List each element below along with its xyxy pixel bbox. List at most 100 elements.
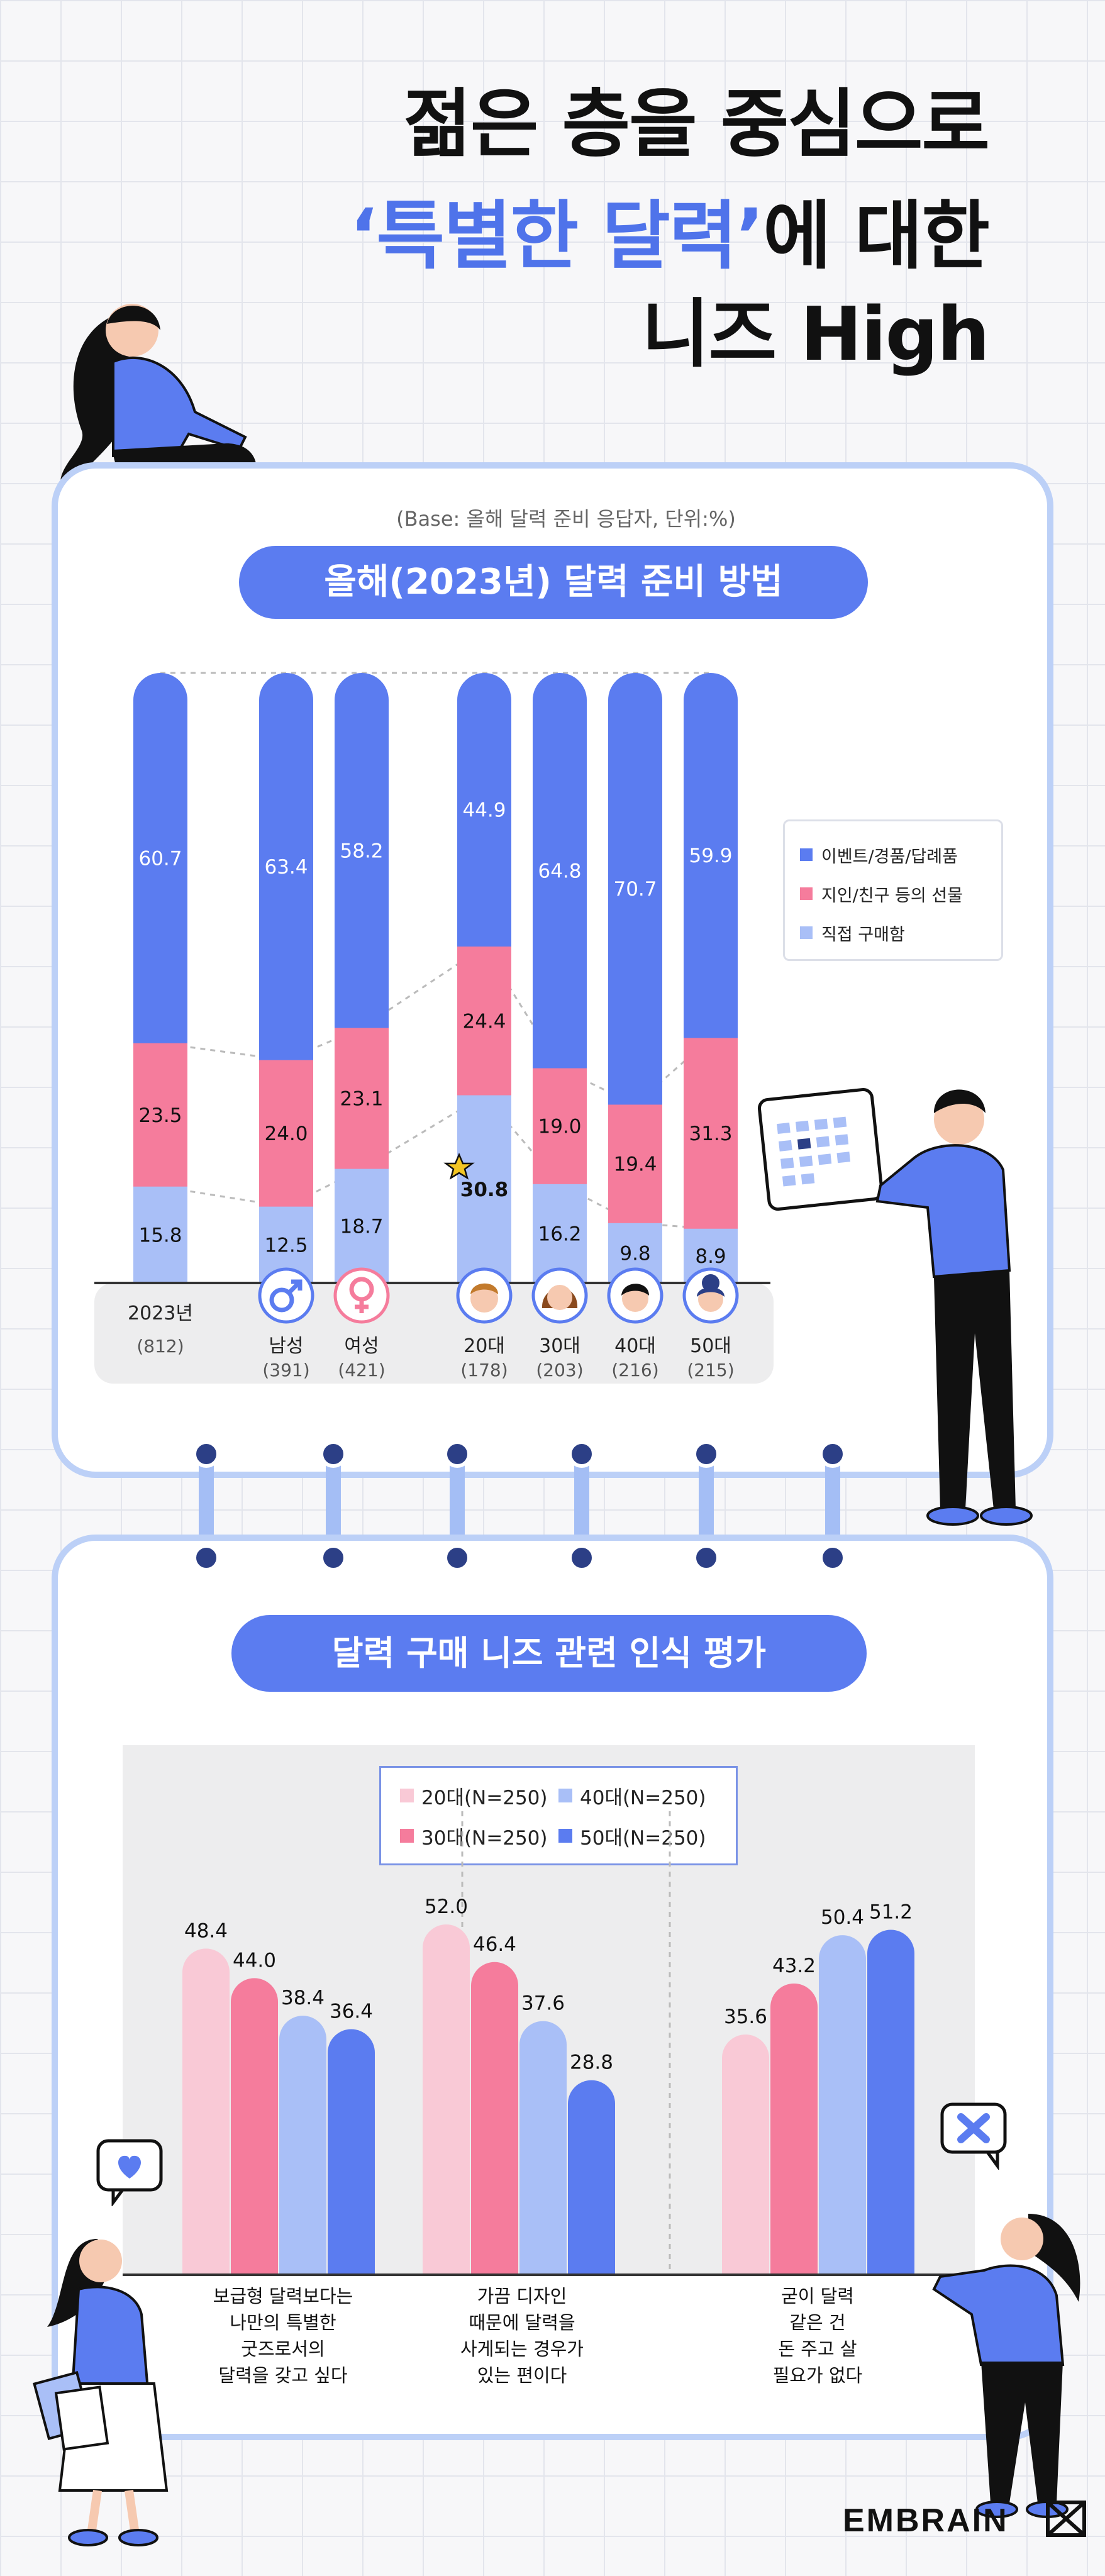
chart1-n-label: (421) bbox=[338, 1360, 385, 1380]
legend-label: 50대(N=250) bbox=[580, 1826, 706, 1850]
age-20s-icon bbox=[456, 1267, 513, 1324]
chart2-data-label: 46.4 bbox=[473, 1933, 516, 1956]
chart2-bar bbox=[867, 1929, 914, 2273]
chart2-bar bbox=[722, 2035, 769, 2273]
chart1-category-label: 남성 bbox=[269, 1335, 303, 1357]
ring-cap bbox=[443, 1544, 471, 1572]
title-highlight: ‘특별한 달력’ bbox=[349, 192, 765, 279]
legend-item-40s: 40대(N=250) bbox=[558, 1780, 717, 1811]
ring-cap bbox=[692, 1544, 720, 1572]
person-with-calendar-illustration bbox=[757, 1087, 1033, 1526]
chart1-data-label: 24.4 bbox=[462, 1010, 506, 1033]
legend-label: 40대(N=250) bbox=[580, 1786, 706, 1809]
chart2-bar bbox=[279, 2016, 326, 2273]
chart1-segment-event bbox=[335, 673, 389, 1029]
chart1-bar bbox=[335, 673, 389, 1283]
brand-logo-mark bbox=[1046, 2501, 1086, 2537]
chart1-segment-purchase bbox=[133, 1186, 187, 1283]
legend-item-gift: 지인/친구 등의 선물 bbox=[800, 874, 986, 913]
chart1-legend: 이벤트/경품/답례품 지인/친구 등의 선물 직접 구매함 bbox=[783, 819, 1003, 961]
title-line-3: 니즈 High bbox=[641, 291, 990, 377]
chart2-category-label: 굳이 달력 같은 건 돈 주고 살 필요가 없다 bbox=[772, 2285, 863, 2387]
chart1-data-label: 30.8 bbox=[460, 1179, 509, 1201]
chart2-bar bbox=[819, 1935, 866, 2273]
age-30s-icon bbox=[531, 1267, 588, 1324]
chart1-category-label: 2023년 bbox=[128, 1302, 193, 1324]
base-note: (Base: 올해 달력 준비 응답자, 단위:%) bbox=[396, 507, 736, 531]
brand-logo-text: EMBRAIN bbox=[843, 2502, 1009, 2539]
ring-cap bbox=[568, 1440, 596, 1468]
ring-cap bbox=[819, 1440, 847, 1468]
chart2-category-label: 보급형 달력보다는 나만의 특별한 굿즈로서의 달력을 갖고 싶다 bbox=[213, 2285, 353, 2387]
chart2-data-label: 48.4 bbox=[184, 1919, 228, 1942]
chart2-data-label: 38.4 bbox=[281, 1987, 325, 2009]
chart2-data-label: 35.6 bbox=[724, 2006, 767, 2028]
chart2-bar bbox=[471, 1962, 518, 2273]
ring-cap bbox=[819, 1544, 847, 1572]
chart1-segment-event bbox=[133, 673, 187, 1044]
chart1-data-label: 12.5 bbox=[264, 1234, 308, 1257]
legend-label: 이벤트/경품/답례품 bbox=[821, 847, 958, 867]
chart1-data-label: 64.8 bbox=[538, 860, 581, 882]
person-thinking-illustration bbox=[932, 2214, 1080, 2518]
male-icon bbox=[258, 1267, 314, 1324]
legend-label: 지인/친구 등의 선물 bbox=[821, 886, 963, 906]
chart1-segment-event bbox=[259, 673, 313, 1061]
legend-label: 30대(N=250) bbox=[421, 1826, 548, 1850]
chart1-segment-event bbox=[608, 673, 662, 1105]
chart1-segment-gift bbox=[533, 1068, 587, 1185]
chart1-bar bbox=[133, 673, 187, 1283]
legend-swatch bbox=[800, 926, 813, 939]
chart2-category-label: 가끔 디자인 때문에 달력을 사게되는 경우가 있는 편이다 bbox=[460, 2285, 584, 2387]
chart2-bar bbox=[423, 1924, 470, 2273]
chart1-data-label: 15.8 bbox=[138, 1224, 182, 1246]
chart1-data-label: 70.7 bbox=[613, 878, 657, 901]
chart1-segment-gift bbox=[684, 1038, 738, 1230]
chart2-bar bbox=[519, 2021, 567, 2273]
chart1-data-label: 59.9 bbox=[689, 845, 732, 867]
heart-speech-bubble-icon bbox=[96, 2139, 163, 2206]
chart1-data-label: 24.0 bbox=[264, 1123, 308, 1145]
age-50s-icon bbox=[682, 1267, 739, 1324]
chart2-data-label: 43.2 bbox=[772, 1955, 816, 1977]
chart1-segment-gift bbox=[335, 1028, 389, 1170]
title-line-1: 젊은 층을 중심으로 bbox=[403, 80, 990, 167]
age-40s-icon bbox=[607, 1267, 664, 1324]
chart1-segment-event bbox=[457, 673, 511, 947]
chart1-bar bbox=[533, 673, 587, 1283]
chart1-bar bbox=[608, 673, 662, 1283]
ring-cap bbox=[568, 1544, 596, 1572]
chart1-n-label: (812) bbox=[136, 1336, 184, 1357]
chart2-bar bbox=[568, 2080, 615, 2273]
legend-swatch bbox=[800, 848, 813, 861]
ring-cap bbox=[319, 1440, 347, 1468]
chart1-category-label: 50대 bbox=[690, 1335, 731, 1357]
ring-cap bbox=[692, 1440, 720, 1468]
chart1-n-label: (203) bbox=[536, 1360, 583, 1380]
chart1-segment-gift bbox=[259, 1060, 313, 1208]
chart1-bar bbox=[259, 673, 313, 1283]
chart2-data-label: 28.8 bbox=[570, 2051, 613, 2074]
chart2-data-label: 52.0 bbox=[425, 1896, 468, 1918]
legend-item-30s: 30대(N=250) bbox=[400, 1821, 558, 1851]
title-line-2: ‘특별한 달력’에 대한 bbox=[350, 199, 990, 273]
chart1-n-label: (391) bbox=[262, 1360, 309, 1380]
legend-item-event: 이벤트/경품/답례품 bbox=[800, 835, 986, 874]
chart1-category-label: 20대 bbox=[464, 1335, 505, 1357]
chart1-bar bbox=[457, 673, 511, 1283]
ring-cap bbox=[192, 1440, 220, 1468]
chart1-segment-gift bbox=[133, 1043, 187, 1187]
chart2-bar bbox=[231, 1978, 278, 2273]
legend-swatch bbox=[400, 1829, 414, 1843]
legend-item-purchase: 직접 구매함 bbox=[800, 913, 986, 952]
chart2-bar bbox=[182, 1948, 230, 2273]
chart1-data-label: 63.4 bbox=[264, 856, 308, 879]
chart1-data-label: 58.2 bbox=[340, 840, 383, 862]
chart1-segment-purchase bbox=[335, 1169, 389, 1283]
chart2-data-label: 50.4 bbox=[821, 1906, 864, 1929]
chart2-data-label: 37.6 bbox=[521, 1992, 565, 2015]
legend-swatch bbox=[800, 887, 813, 900]
person-shopping-illustration bbox=[33, 2239, 169, 2546]
chart1-segment-purchase bbox=[457, 1095, 511, 1283]
chart1-data-label: 23.1 bbox=[340, 1088, 383, 1111]
